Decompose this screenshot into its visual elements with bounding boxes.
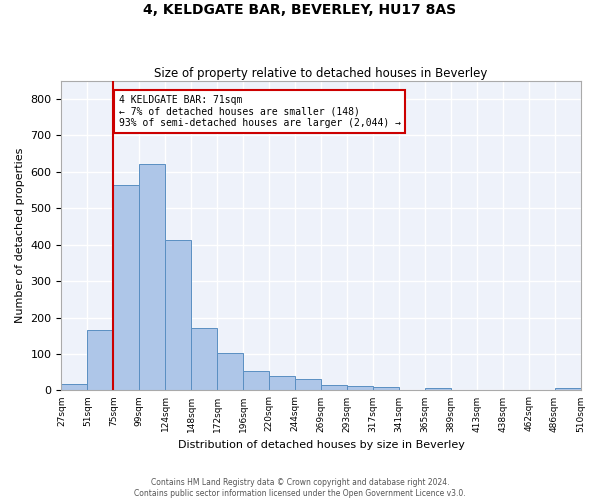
Bar [295,380,321,390]
Bar [139,164,165,390]
Text: 4 KELDGATE BAR: 71sqm
← 7% of detached houses are smaller (148)
93% of semi-deta: 4 KELDGATE BAR: 71sqm ← 7% of detached h… [119,95,401,128]
Y-axis label: Number of detached properties: Number of detached properties [15,148,25,323]
Bar [88,330,113,390]
X-axis label: Distribution of detached houses by size in Beverley: Distribution of detached houses by size … [178,440,464,450]
Title: Size of property relative to detached houses in Beverley: Size of property relative to detached ho… [154,66,488,80]
Bar [113,184,139,390]
Text: Contains HM Land Registry data © Crown copyright and database right 2024.
Contai: Contains HM Land Registry data © Crown c… [134,478,466,498]
Text: 4, KELDGATE BAR, BEVERLEY, HU17 8AS: 4, KELDGATE BAR, BEVERLEY, HU17 8AS [143,2,457,16]
Bar [61,384,88,390]
Bar [269,376,295,390]
Bar [373,387,399,390]
Bar [191,328,217,390]
Bar [347,386,373,390]
Bar [217,353,243,391]
Bar [321,385,347,390]
Bar [165,240,191,390]
Bar [243,372,269,390]
Bar [554,388,581,390]
Bar [425,388,451,390]
